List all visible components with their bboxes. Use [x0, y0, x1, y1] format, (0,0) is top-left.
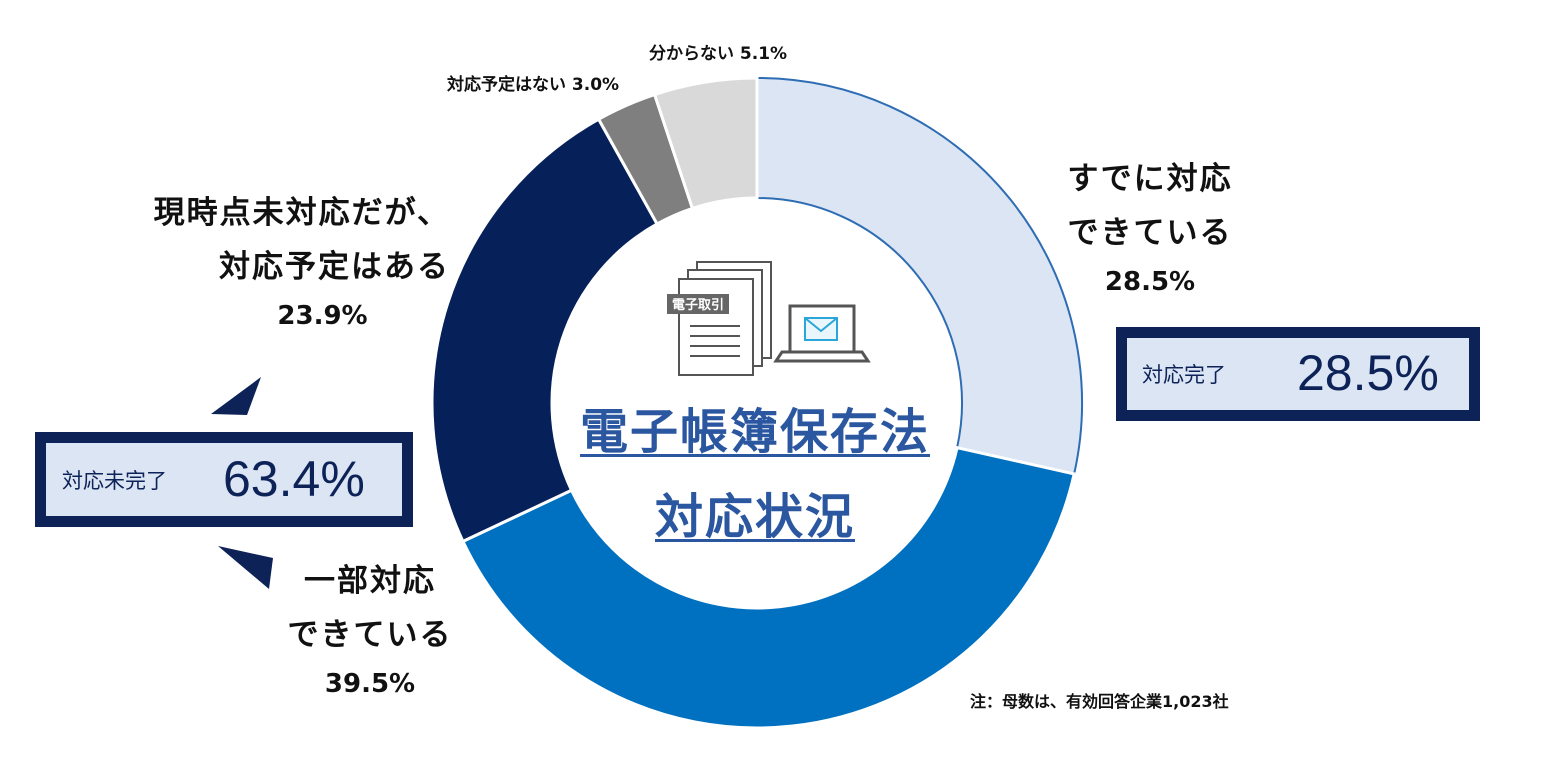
slice-unknown: [652, 76, 759, 211]
slice-label-no-plan: 対応予定はない 3.0%: [447, 75, 620, 95]
summary-box-label: 対応完了: [1142, 363, 1226, 387]
slice-done: [756, 76, 1083, 476]
arrow-down-icon: [218, 546, 273, 589]
slice-label-line: できている: [287, 617, 453, 653]
slice-label-unknown: 分からない 5.1%: [649, 44, 788, 64]
arrow-up-icon: [211, 377, 261, 415]
icon-badge-text: 電子取引: [672, 298, 724, 313]
donut-slices: [430, 76, 1083, 730]
slice-planned: [430, 117, 660, 544]
pointer-arrows: [211, 377, 273, 589]
summary-box-complete: 対応完了 28.5%: [1116, 327, 1480, 421]
center-title-line1: 電子帳簿保存法: [579, 404, 930, 460]
summary-box-value: 63.4%: [223, 450, 365, 507]
slice-label-percent: 23.9%: [277, 301, 368, 331]
summary-box-label: 対応未完了: [62, 468, 167, 493]
slice-label-percent: 39.5%: [324, 669, 416, 699]
slice-label-line: 対応予定はある: [219, 249, 450, 285]
summary-box-incomplete: 対応未完了 63.4%: [35, 432, 413, 527]
slice-label-line: すでに対応: [1067, 161, 1233, 197]
footnote: 注：母数は、有効回答企業1,023社: [970, 692, 1229, 711]
slice-label-line: 現時点未対応だが、: [153, 195, 450, 231]
center-title-line2: 対応状況: [654, 489, 855, 545]
slice-label-percent: 28.5%: [1104, 267, 1196, 297]
center-icons: 電子取引: [667, 261, 871, 376]
laptop-mail-icon: [773, 304, 871, 363]
slice-label-done: すでに対応 できている 28.5%: [1050, 152, 1250, 304]
slice-label-partial: 一部対応 できている 39.5%: [270, 554, 470, 706]
document-stack-icon: 電子取引: [667, 261, 772, 376]
slice-label-planned: 現時点未対応だが、 対応予定はある 23.9%: [150, 186, 450, 338]
summary-box-value: 28.5%: [1297, 344, 1439, 401]
slice-label-line: 一部対応: [304, 563, 436, 599]
slice-partial: [460, 445, 1076, 730]
slice-label-line: できている: [1067, 215, 1233, 251]
